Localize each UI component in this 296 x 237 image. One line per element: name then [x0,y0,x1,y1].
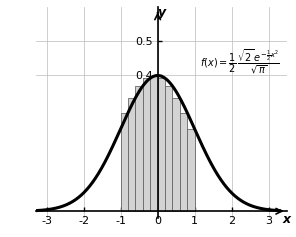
Bar [180,113,187,211]
Bar [143,78,150,211]
Bar [136,86,143,211]
Bar [187,129,195,211]
Bar [173,98,180,211]
Bar [150,76,158,211]
Text: $f(x) = \dfrac{1}{2}\,\dfrac{\sqrt{2}\,e^{-\frac{1}{2}x^2}}{\sqrt{\pi}}$: $f(x) = \dfrac{1}{2}\,\dfrac{\sqrt{2}\,e… [200,47,280,76]
Bar [121,113,128,211]
Text: y: y [158,6,166,19]
Text: x: x [282,213,290,226]
Bar [128,98,135,211]
Bar [158,78,165,211]
Bar [165,86,173,211]
